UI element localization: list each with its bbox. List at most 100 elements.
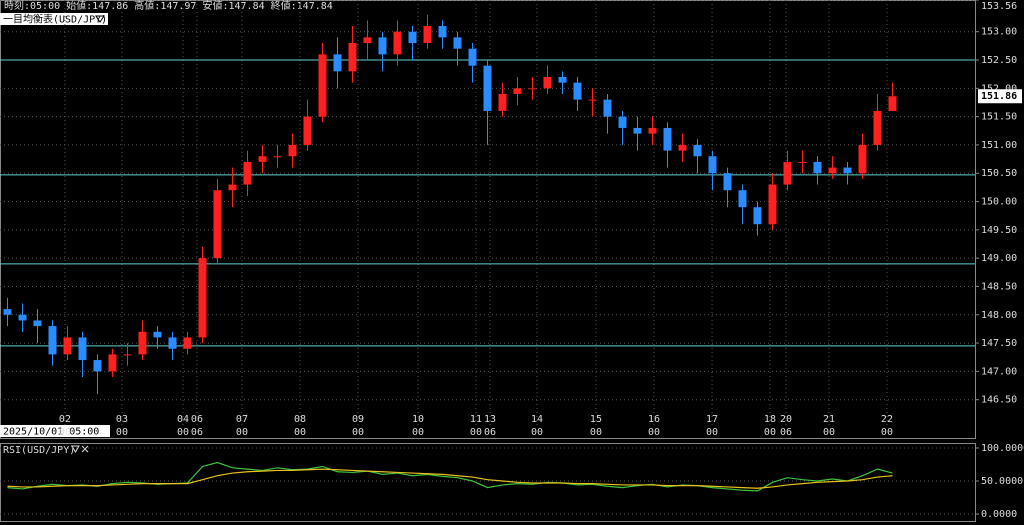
x-tick-label: 13: [484, 414, 496, 425]
x-tick-hour: 00: [470, 427, 482, 438]
x-tick-hour: 00: [764, 427, 776, 438]
x-tick-label: 15: [590, 414, 602, 425]
candle-body: [543, 76, 552, 89]
rsi-line: [7, 468, 893, 489]
start-box: [0, 425, 110, 437]
candle-body: [738, 190, 747, 208]
candle-body: [408, 31, 417, 44]
candle-body: [648, 127, 657, 134]
price-box: [978, 89, 1022, 104]
y-tick-label: 150.50: [981, 168, 1017, 179]
x-tick-label: 20: [780, 414, 792, 425]
x-tick-hour: 00: [648, 427, 660, 438]
x-tick-hour: 00: [823, 427, 835, 438]
title-box: [0, 13, 108, 25]
x-tick-label: 17: [706, 414, 718, 425]
candle-body: [663, 127, 672, 151]
candle-body: [78, 337, 87, 361]
y-tick-label: 149.00: [981, 253, 1017, 264]
x-tick-label: 02: [59, 414, 71, 425]
y-tick-label: 150.00: [981, 197, 1017, 208]
candle-body: [423, 26, 432, 44]
y-tick-label: 147.50: [981, 338, 1017, 349]
y-tick-label: 50.0000: [981, 476, 1023, 487]
candle-body: [843, 167, 852, 174]
x-tick-hour: 06: [780, 427, 792, 438]
candle-body: [198, 258, 207, 338]
x-tick-hour: 00: [116, 427, 128, 438]
candle-body: [243, 161, 252, 185]
x-tick-label: 11: [470, 414, 482, 425]
candle-body: [753, 207, 762, 225]
start-label: 2025/10/01 05:00: [3, 427, 99, 438]
x-tick-label: 03: [116, 414, 128, 425]
rsi-frame: [0, 443, 976, 522]
candle-body: [528, 88, 537, 90]
x-tick-hour: 06: [191, 427, 203, 438]
main-frame: [0, 0, 976, 439]
candle-body: [618, 116, 627, 128]
y-tick-label: 148.50: [981, 281, 1017, 292]
x-tick-label: 04: [177, 414, 189, 425]
candle-body: [228, 184, 237, 191]
x-tick-hour: 00: [177, 427, 189, 438]
x-tick-hour: 00: [294, 427, 306, 438]
candle-body: [483, 65, 492, 111]
candle-body: [558, 76, 567, 83]
candle-body: [333, 54, 342, 72]
x-tick-label: 22: [881, 414, 893, 425]
x-tick-hour: 00: [59, 427, 71, 438]
candle-body: [798, 161, 807, 163]
y-tick-label: 152.50: [981, 55, 1017, 66]
candle-body: [888, 96, 897, 111]
x-tick-hour: 06: [484, 427, 496, 438]
x-tick-label: 18: [764, 414, 776, 425]
y-tick-label: 148.00: [981, 310, 1017, 321]
candle-body: [783, 161, 792, 185]
candle-body: [858, 144, 867, 174]
y-tick-label: 152.00: [981, 83, 1017, 94]
y-tick-label: 100.0000: [981, 443, 1024, 454]
candle-body: [18, 314, 27, 321]
y-tick-label: 0.0000: [981, 509, 1017, 520]
rsi-menu-icon[interactable]: [71, 445, 89, 453]
candle-body: [708, 156, 717, 174]
candle-body: [153, 331, 162, 338]
chart-title: 一目均衡表(USD/JPY): [3, 13, 107, 26]
candle-body: [453, 37, 462, 49]
y-tick-label: 149.50: [981, 225, 1017, 236]
x-tick-label: 21: [823, 414, 835, 425]
y-tick-label: 151.50: [981, 112, 1017, 123]
candle-body: [438, 26, 447, 38]
candle-body: [123, 354, 132, 356]
y-tick-label: 151.00: [981, 140, 1017, 151]
candle-body: [813, 161, 822, 174]
y-tick-label: 153.00: [981, 27, 1017, 38]
x-tick-hour: 00: [236, 427, 248, 438]
candle-body: [318, 54, 327, 117]
x-tick-label: 08: [294, 414, 306, 425]
current-price: 151.86: [981, 91, 1017, 102]
x-tick-label: 10: [412, 414, 424, 425]
candle-body: [363, 37, 372, 44]
candle-body: [873, 110, 882, 145]
candle-body: [723, 173, 732, 191]
y-tick-label: 146.50: [981, 395, 1017, 406]
x-tick-label: 06: [191, 414, 203, 425]
x-tick-hour: 00: [412, 427, 424, 438]
candle-body: [768, 184, 777, 225]
menu-icon[interactable]: [95, 15, 105, 23]
x-tick-hour: 00: [706, 427, 718, 438]
candle-body: [693, 144, 702, 157]
candle-body: [348, 43, 357, 72]
candle-body: [603, 99, 612, 117]
candle-body: [63, 337, 72, 355]
x-tick-label: 16: [648, 414, 660, 425]
candle-body: [3, 309, 12, 315]
x-tick-hour: 00: [881, 427, 893, 438]
candle-body: [573, 82, 582, 100]
candle-body: [468, 48, 477, 66]
